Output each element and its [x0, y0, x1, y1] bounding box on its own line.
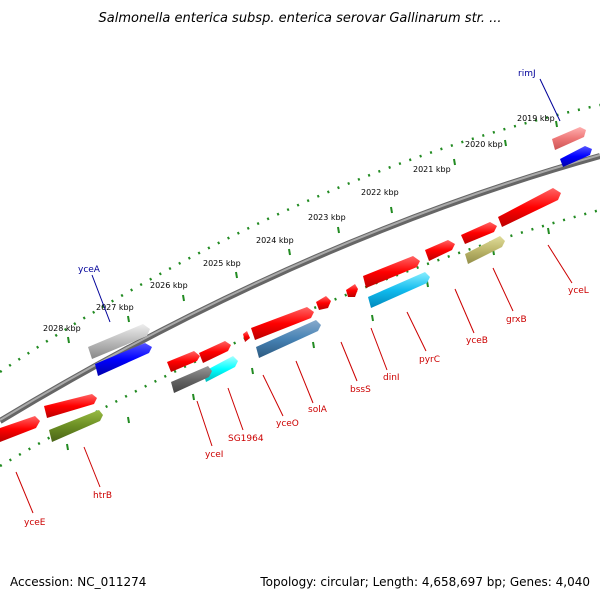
gene-blue-upper-right[interactable]	[560, 146, 592, 167]
label-htrB[interactable]: htrB	[93, 491, 112, 501]
gene-yceB-upper[interactable]	[461, 222, 497, 244]
gene-red-upper-right[interactable]	[498, 188, 561, 227]
label-bssS[interactable]: bssS	[350, 385, 371, 395]
label-yceI[interactable]: yceI	[205, 450, 223, 460]
label-yceB[interactable]: yceB	[466, 336, 488, 346]
outer-genes	[0, 127, 592, 442]
scale-label: 2020 kbp	[465, 140, 503, 149]
gene-red-h[interactable]	[243, 331, 250, 342]
scale-label: 2023 kbp	[308, 213, 346, 222]
label-pyrC[interactable]: pyrC	[419, 355, 440, 365]
gene-red-f[interactable]	[316, 296, 331, 310]
gene-red-c[interactable]	[425, 240, 455, 261]
scale-label: 2025 kbp	[203, 259, 241, 268]
label-yceE[interactable]: yceE	[24, 518, 46, 528]
inner-genes	[49, 236, 505, 442]
label-solA[interactable]: solA	[308, 405, 328, 415]
label-rimJ[interactable]: rimJ	[518, 69, 536, 79]
genome-backbone-highlight	[0, 154, 600, 421]
label-SG1964[interactable]: SG1964	[228, 434, 264, 444]
gene-labels: rimJ yceA yceL grxB yceB pyrC dinI bssS …	[24, 69, 589, 528]
gene-rimJ[interactable]	[552, 127, 586, 150]
gene-SG1964[interactable]	[203, 356, 238, 382]
accession-text: Accession: NC_011274	[10, 575, 146, 589]
scale-label: 2026 kbp	[150, 281, 188, 290]
outer-major-ticks	[67, 120, 558, 344]
gene-red-k[interactable]	[44, 394, 97, 418]
gene-yceA[interactable]	[88, 324, 150, 359]
map-title: Salmonella enterica subsp. enterica sero…	[99, 11, 502, 26]
gene-yceI[interactable]	[171, 366, 212, 393]
scale-label: 2022 kbp	[361, 188, 399, 197]
gene-red-d[interactable]	[363, 256, 420, 288]
scale-labels: 2019 kbp 2020 kbp 2021 kbp 2022 kbp 2023…	[43, 114, 555, 333]
gene-red-l[interactable]	[0, 416, 40, 442]
gene-red-i[interactable]	[199, 341, 231, 363]
label-dinI[interactable]: dinI	[383, 373, 400, 383]
label-yceL[interactable]: yceL	[568, 286, 589, 296]
genome-backbone	[0, 153, 600, 424]
gene-red-g[interactable]	[251, 307, 314, 340]
gene-red-j[interactable]	[167, 351, 200, 372]
gene-solA[interactable]	[256, 320, 321, 358]
summary-text: Topology: circular; Length: 4,658,697 bp…	[259, 575, 590, 589]
scale-label: 2021 kbp	[413, 165, 451, 174]
gene-red-e[interactable]	[346, 284, 358, 297]
scale-label: 2019 kbp	[517, 114, 555, 123]
scale-label: 2027 kbp	[96, 303, 134, 312]
label-yceA[interactable]: yceA	[78, 265, 101, 275]
gene-grxB[interactable]	[465, 236, 505, 264]
label-leaders	[15, 78, 573, 514]
label-yceO[interactable]: yceO	[276, 419, 299, 429]
outer-scale-ring	[0, 103, 600, 374]
gene-blue-left[interactable]	[95, 343, 152, 376]
scale-label: 2024 kbp	[256, 236, 294, 245]
scale-label: 2028 kbp	[43, 324, 81, 333]
gene-htrB[interactable]	[49, 410, 103, 442]
label-grxB[interactable]: grxB	[506, 315, 527, 325]
gene-pyrC[interactable]	[368, 272, 430, 308]
